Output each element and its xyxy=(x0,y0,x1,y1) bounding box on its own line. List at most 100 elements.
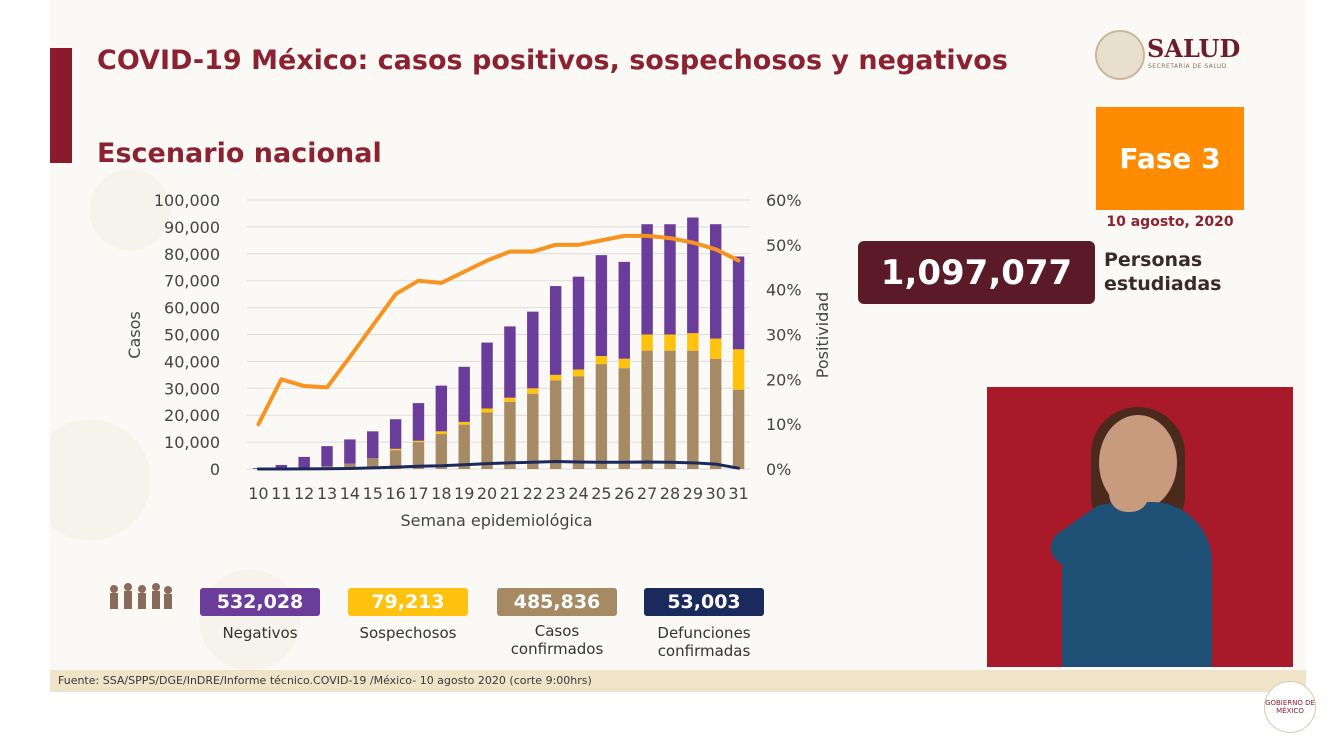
bar-casos-confirmados xyxy=(595,364,608,469)
bar-sospechosos xyxy=(641,334,653,351)
y2-tick-label: 50% xyxy=(766,236,802,255)
bar-casos-confirmados xyxy=(709,358,722,469)
y-tick-label: 100,000 xyxy=(154,191,220,210)
bar-sospechosos xyxy=(687,333,699,351)
bar-sospechosos xyxy=(664,334,676,351)
x-tick-label: 24 xyxy=(568,484,588,503)
x-tick-label: 11 xyxy=(271,484,291,503)
studied-count: 1,097,077 xyxy=(858,241,1095,304)
bar-casos-confirmados xyxy=(367,458,379,469)
studied-label: Personas estudiadas xyxy=(1104,249,1222,295)
bar-negativos xyxy=(527,311,539,389)
bar-negativos xyxy=(321,446,333,467)
slide-subtitle: Escenario nacional xyxy=(97,138,382,169)
legend-confirmados-label: Casos confirmados xyxy=(510,622,604,658)
bar-negativos xyxy=(504,326,516,398)
bar-sospechosos xyxy=(458,421,470,425)
people-illustration-icon xyxy=(104,575,174,615)
bar-sospechosos xyxy=(412,440,425,443)
bar-sospechosos xyxy=(389,448,402,451)
line-defunciones-confirmadas xyxy=(256,459,741,471)
y2-axis-title: Positividad xyxy=(813,292,830,378)
y-tick-label: 40,000 xyxy=(164,352,220,371)
bar-casos-confirmados xyxy=(618,368,630,469)
legend-defunciones-value: 53,003 xyxy=(644,588,764,616)
sign-language-video xyxy=(987,387,1293,667)
y-tick-label: 70,000 xyxy=(164,272,220,291)
bar-negativos xyxy=(664,224,676,335)
bar-sospechosos xyxy=(504,397,516,402)
x-tick-label: 19 xyxy=(454,484,474,503)
bar-negativos xyxy=(641,224,653,335)
source-footer: Fuente: SSA/SPPS/DGE/InDRE/Informe técni… xyxy=(50,670,1306,692)
legend-confirmados-value: 485,836 xyxy=(497,588,617,616)
logo-subtext: SECRETARÍA DE SALUD xyxy=(1148,63,1227,70)
bar-casos-confirmados xyxy=(572,376,585,469)
x-tick-label: 10 xyxy=(248,484,268,503)
y-tick-label: 20,000 xyxy=(164,406,220,425)
bar-casos-confirmados xyxy=(435,434,448,469)
bar-casos-confirmados xyxy=(389,450,402,469)
x-tick-label: 23 xyxy=(545,484,565,503)
bar-negativos xyxy=(298,456,310,468)
bar-sospechosos xyxy=(481,408,493,413)
y2-tick-label: 30% xyxy=(766,326,802,345)
gobierno-mexico-badge: GOBIERNO DE MÉXICO xyxy=(1264,681,1316,733)
phase-date: 10 agosto, 2020 xyxy=(1106,214,1234,230)
bar-negativos xyxy=(595,255,608,357)
phase-badge: Fase 3 xyxy=(1096,107,1244,210)
bar-casos-confirmados xyxy=(687,350,699,469)
bar-casos-confirmados xyxy=(641,350,653,469)
salud-logo: SALUD SECRETARÍA DE SALUD xyxy=(1095,30,1255,80)
y-tick-label: 50,000 xyxy=(164,326,220,345)
x-tick-label: 21 xyxy=(500,484,520,503)
line-positividad xyxy=(256,233,741,427)
x-tick-label: 12 xyxy=(294,484,314,503)
x-tick-label: 29 xyxy=(683,484,703,503)
bar-casos-confirmados xyxy=(504,401,516,469)
legend-defunciones-label: Defunciones confirmadas xyxy=(657,624,751,660)
y-axis-title: Casos xyxy=(125,311,144,358)
bar-negativos xyxy=(549,286,562,375)
y-tick-label: 30,000 xyxy=(164,379,220,398)
x-tick-label: 31 xyxy=(728,484,748,503)
bar-casos-confirmados xyxy=(412,442,425,469)
bar-sospechosos xyxy=(549,374,562,381)
legend-negativos-label: Negativos xyxy=(222,624,298,642)
bar-casos-confirmados xyxy=(527,393,539,469)
y2-tick-label: 60% xyxy=(766,191,802,210)
x-tick-label: 27 xyxy=(637,484,657,503)
y2-tick-label: 20% xyxy=(766,370,802,389)
bar-negativos xyxy=(435,385,448,432)
bar-sospechosos xyxy=(709,338,722,359)
bar-negativos xyxy=(412,403,425,441)
x-tick-label: 14 xyxy=(340,484,360,503)
y2-tick-label: 10% xyxy=(766,415,802,434)
bar-sospechosos xyxy=(618,358,630,369)
bar-negativos xyxy=(344,439,356,464)
bar-sospechosos xyxy=(572,369,585,377)
interpreter-hand xyxy=(1109,462,1149,512)
bar-sospechosos xyxy=(732,349,745,390)
bar-casos-confirmados xyxy=(481,412,493,469)
bar-negativos xyxy=(458,366,470,422)
y-tick-label: 90,000 xyxy=(164,218,220,237)
mexico-seal-icon xyxy=(1095,30,1145,80)
bar-casos-confirmados xyxy=(344,463,356,469)
y-tick-label: 0 xyxy=(210,460,220,479)
bar-negativos xyxy=(709,224,722,339)
bar-negativos xyxy=(481,342,493,409)
x-tick-label: 25 xyxy=(591,484,611,503)
bar-sospechosos xyxy=(595,356,608,365)
x-tick-label: 16 xyxy=(385,484,405,503)
y-tick-label: 60,000 xyxy=(164,299,220,318)
bar-negativos xyxy=(367,431,379,459)
bar-negativos xyxy=(732,256,745,350)
legend-sospechosos-value: 79,213 xyxy=(348,588,468,616)
bar-casos-confirmados xyxy=(732,389,745,469)
bar-casos-confirmados xyxy=(664,350,676,469)
covid-chart: 0 10,000 20,000 30,000 40,000 50,000 60,000 70,… xyxy=(125,191,830,530)
x-tick-label: 15 xyxy=(363,484,383,503)
bar-negativos xyxy=(687,217,699,334)
x-tick-label: 22 xyxy=(523,484,543,503)
